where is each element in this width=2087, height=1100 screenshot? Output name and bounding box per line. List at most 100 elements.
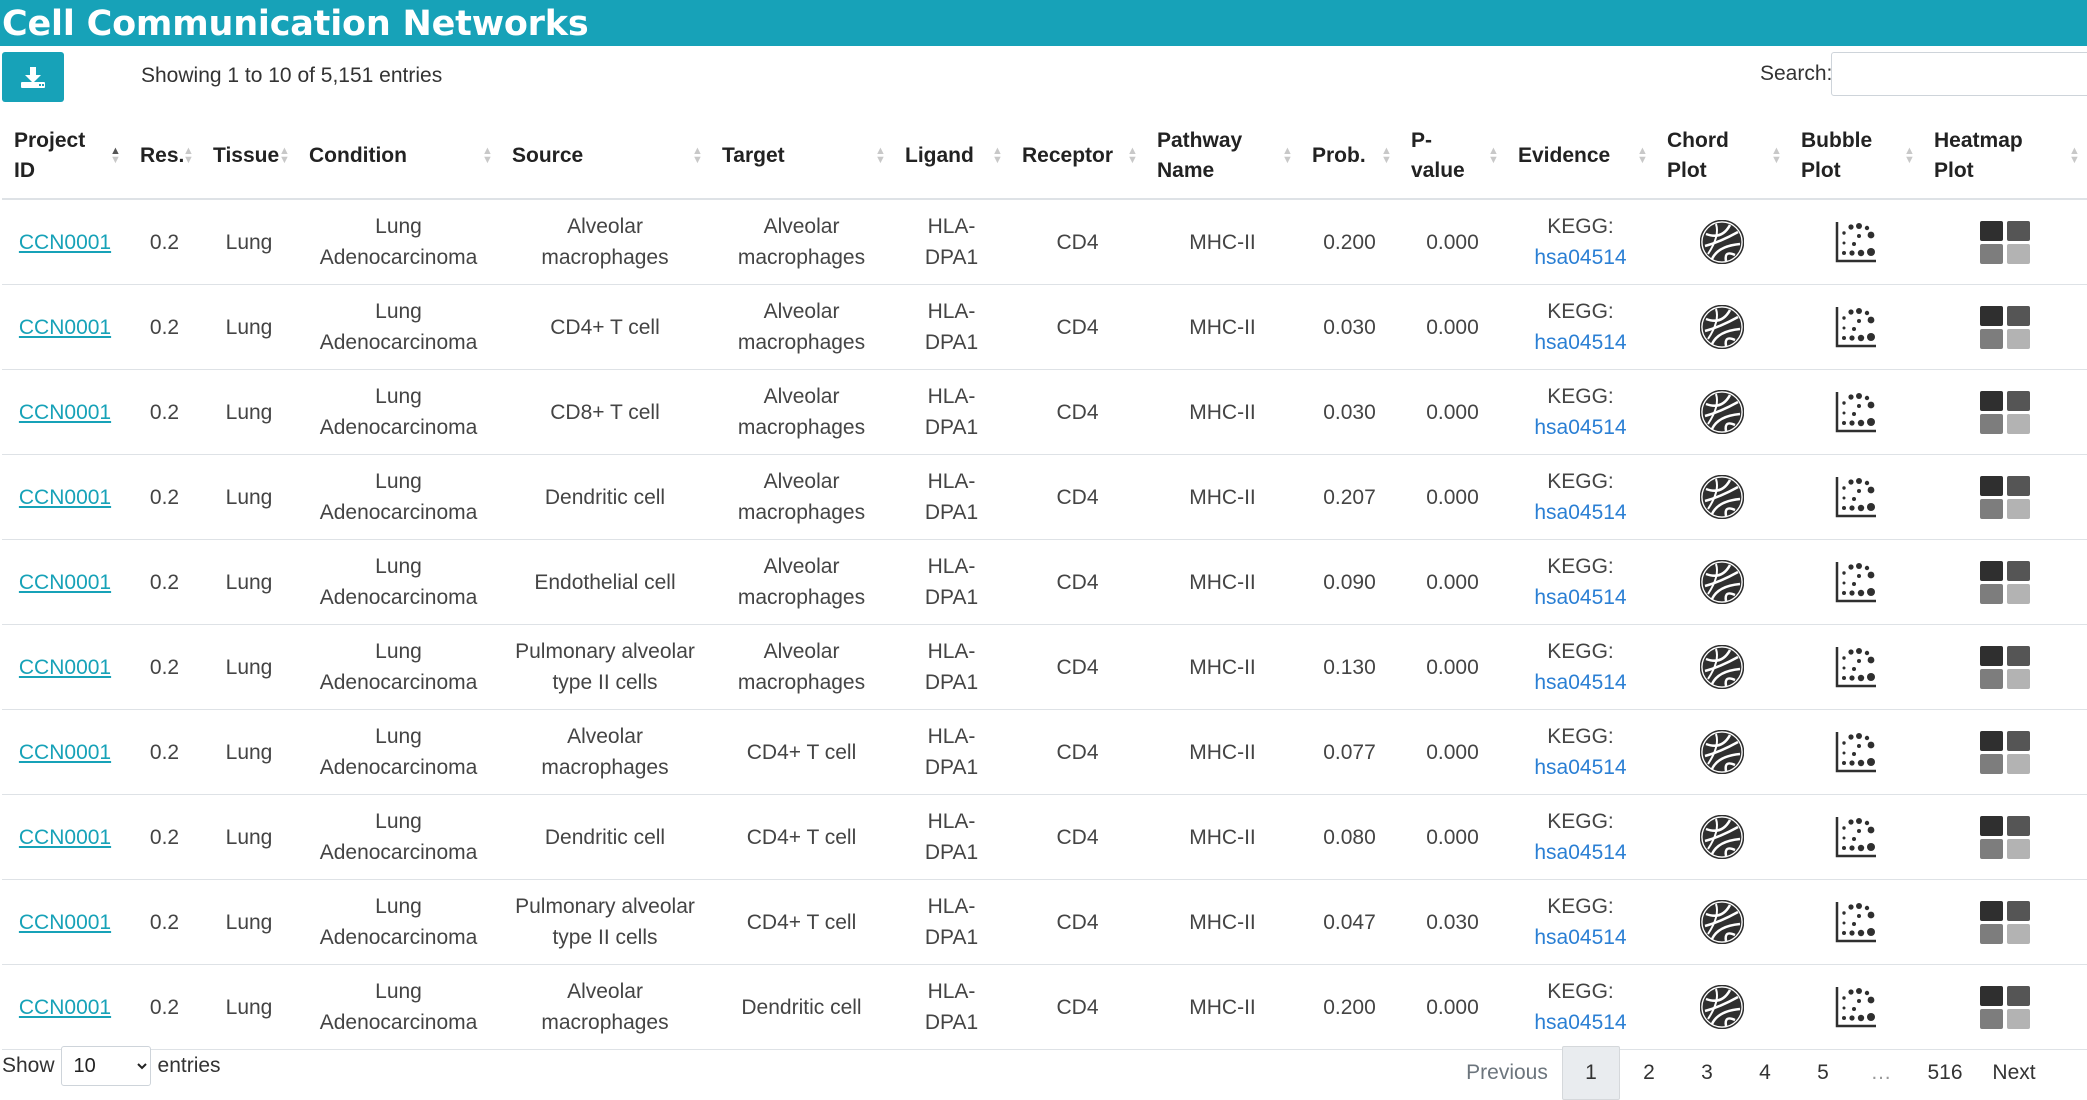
page-button-516[interactable]: 516: [1927, 1061, 1963, 1084]
heatmap-plot-icon: [1979, 221, 2030, 264]
cell-ligand: HLA-DPA1: [893, 709, 1010, 795]
project-id-link[interactable]: CCN0001: [18, 910, 112, 934]
bubble-plot-button[interactable]: [1789, 454, 1922, 540]
bubble-plot-button[interactable]: [1789, 369, 1922, 455]
project-id-link[interactable]: CCN0001: [18, 825, 112, 849]
chord-plot-button[interactable]: [1655, 199, 1789, 285]
heatmap-plot-button[interactable]: [1922, 199, 2087, 285]
column-header-pathway-name[interactable]: Pathway Name ▲ ▼: [1145, 114, 1300, 200]
heatmap-plot-button[interactable]: [1922, 539, 2087, 625]
heatmap-plot-button[interactable]: [1922, 709, 2087, 795]
chord-plot-button[interactable]: [1655, 709, 1789, 795]
search-input[interactable]: [1831, 52, 2087, 96]
project-id-link[interactable]: CCN0001: [18, 230, 112, 254]
cell-target: Alveolar macrophages: [710, 539, 893, 625]
column-header-condition[interactable]: Condition ▲ ▼: [297, 114, 500, 200]
page-button-2[interactable]: 2: [1643, 1061, 1655, 1084]
kegg-link[interactable]: hsa04514: [1534, 331, 1627, 354]
column-header-heatmap-plot[interactable]: Heatmap Plot ▲ ▼: [1922, 114, 2087, 200]
column-header-chord-plot[interactable]: Chord Plot ▲ ▼: [1655, 114, 1789, 200]
page-button-5[interactable]: 5: [1817, 1061, 1829, 1084]
chord-plot-button[interactable]: [1655, 624, 1789, 710]
cell-project-id: CCN0001: [2, 709, 128, 795]
bubble-plot-button[interactable]: [1789, 964, 1922, 1050]
cell-source: Dendritic cell: [500, 794, 710, 880]
table-row: CCN0001 0.2 Lung Lung Adenocarcinoma CD8+ T …: [2, 369, 2087, 455]
bubble-plot-button[interactable]: [1789, 539, 1922, 625]
cell-source: Dendritic cell: [500, 454, 710, 540]
bubble-plot-button[interactable]: [1789, 794, 1922, 880]
heatmap-plot-button[interactable]: [1922, 964, 2087, 1050]
cell-target: CD4+ T cell: [710, 709, 893, 795]
column-header-label: Prob.: [1312, 144, 1366, 167]
kegg-link[interactable]: hsa04514: [1534, 841, 1627, 864]
cell-res: 0.2: [128, 454, 201, 540]
bubble-plot-button[interactable]: [1789, 199, 1922, 285]
cell-pvalue: 0.000: [1399, 539, 1506, 625]
column-header-p-value[interactable]: P-value ▲ ▼: [1399, 114, 1506, 200]
column-header-bubble-plot[interactable]: Bubble Plot ▲ ▼: [1789, 114, 1922, 200]
column-header-evidence[interactable]: Evidence ▲ ▼: [1506, 114, 1655, 200]
project-id-link[interactable]: CCN0001: [18, 655, 112, 679]
kegg-link[interactable]: hsa04514: [1534, 926, 1627, 949]
column-header-res-[interactable]: Res. ▲ ▼: [128, 114, 201, 200]
heatmap-plot-button[interactable]: [1922, 879, 2087, 965]
column-header-prob-[interactable]: Prob. ▲ ▼: [1300, 114, 1399, 200]
heatmap-plot-button[interactable]: [1922, 454, 2087, 540]
heatmap-plot-button[interactable]: [1922, 284, 2087, 370]
kegg-link[interactable]: hsa04514: [1534, 756, 1627, 779]
column-header-target[interactable]: Target ▲ ▼: [710, 114, 893, 200]
next-button[interactable]: Next: [1992, 1061, 2036, 1084]
heatmap-plot-button[interactable]: [1922, 794, 2087, 880]
previous-button[interactable]: Previous: [1466, 1061, 1548, 1084]
project-id-link[interactable]: CCN0001: [18, 315, 112, 339]
cell-condition: Lung Adenocarcinoma: [297, 709, 500, 795]
bubble-plot-button[interactable]: [1789, 284, 1922, 370]
entries-label: entries: [157, 1054, 221, 1077]
chord-plot-button[interactable]: [1655, 794, 1789, 880]
chord-plot-button[interactable]: [1655, 454, 1789, 540]
table-row: CCN0001 0.2 Lung Lung Adenocarcinoma CD4+ T …: [2, 284, 2087, 370]
column-header-label: Source: [512, 144, 584, 167]
kegg-link[interactable]: hsa04514: [1534, 671, 1627, 694]
kegg-link[interactable]: hsa04514: [1534, 416, 1627, 439]
project-id-link[interactable]: CCN0001: [18, 740, 112, 764]
column-header-project-id[interactable]: Project ID ▲ ▼: [2, 114, 128, 200]
kegg-link[interactable]: hsa04514: [1534, 1011, 1627, 1034]
heatmap-plot-icon: [1979, 476, 2030, 519]
cell-receptor: CD4: [1010, 284, 1145, 370]
evidence-source: KEGG:: [1547, 470, 1614, 493]
heatmap-plot-icon: [1979, 816, 2030, 859]
cell-receptor: CD4: [1010, 964, 1145, 1050]
download-button[interactable]: [2, 52, 64, 102]
kegg-link[interactable]: hsa04514: [1534, 501, 1627, 524]
bubble-plot-button[interactable]: [1789, 709, 1922, 795]
project-id-link[interactable]: CCN0001: [18, 400, 112, 424]
column-header-tissue[interactable]: Tissue ▲ ▼: [201, 114, 297, 200]
project-id-link[interactable]: CCN0001: [18, 995, 112, 1019]
kegg-link[interactable]: hsa04514: [1534, 246, 1627, 269]
project-id-link[interactable]: CCN0001: [18, 485, 112, 509]
cell-res: 0.2: [128, 879, 201, 965]
evidence-source: KEGG:: [1547, 810, 1614, 833]
column-header-ligand[interactable]: Ligand ▲ ▼: [893, 114, 1010, 200]
chord-plot-button[interactable]: [1655, 879, 1789, 965]
heatmap-plot-button[interactable]: [1922, 369, 2087, 455]
chord-plot-button[interactable]: [1655, 539, 1789, 625]
chord-plot-button[interactable]: [1655, 284, 1789, 370]
project-id-link[interactable]: CCN0001: [18, 570, 112, 594]
page-button-4[interactable]: 4: [1759, 1061, 1771, 1084]
page-button-1[interactable]: 1: [1562, 1046, 1620, 1100]
page-length-select[interactable]: 10: [60, 1046, 151, 1086]
page-button-3[interactable]: 3: [1701, 1061, 1713, 1084]
bubble-plot-button[interactable]: [1789, 624, 1922, 710]
column-header-source[interactable]: Source ▲ ▼: [500, 114, 710, 200]
chord-plot-button[interactable]: [1655, 964, 1789, 1050]
bubble-plot-button[interactable]: [1789, 879, 1922, 965]
column-header-receptor[interactable]: Receptor ▲ ▼: [1010, 114, 1145, 200]
cell-tissue: Lung: [201, 879, 297, 965]
heatmap-plot-button[interactable]: [1922, 624, 2087, 710]
cell-source: Alveolar macrophages: [500, 964, 710, 1050]
chord-plot-button[interactable]: [1655, 369, 1789, 455]
kegg-link[interactable]: hsa04514: [1534, 586, 1627, 609]
